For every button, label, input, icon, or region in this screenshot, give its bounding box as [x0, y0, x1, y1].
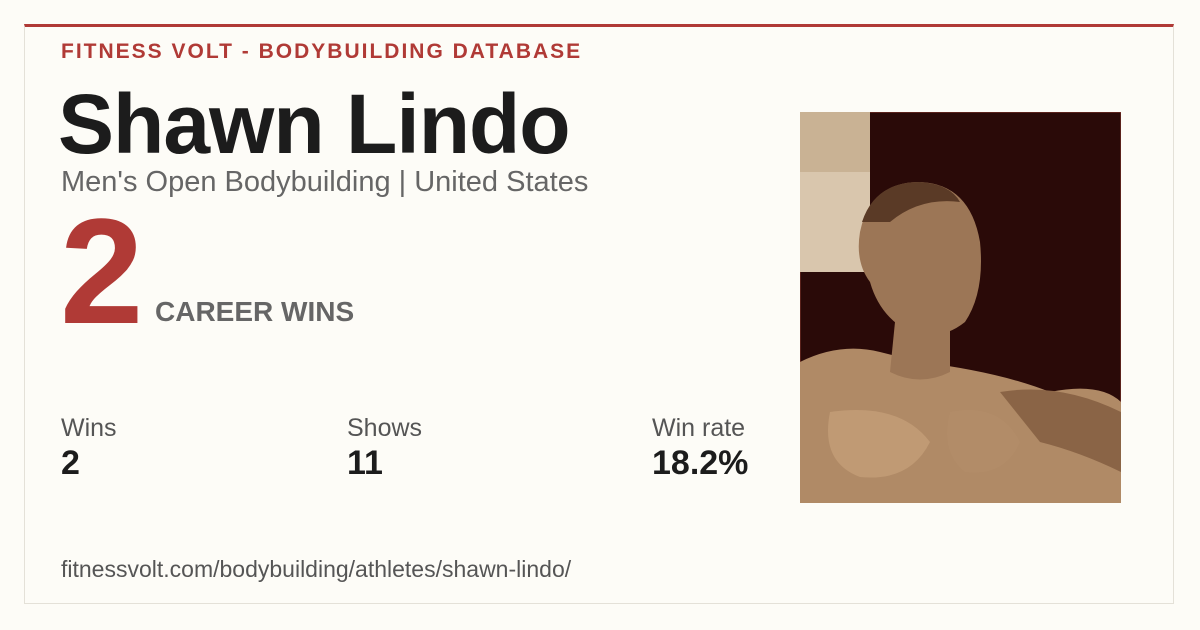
brand: FITNESS VOLT - BODYBUILDING DATABASE [61, 40, 583, 63]
stat-label: Win rate [652, 414, 746, 442]
athlete-name: Shawn Lindo [58, 77, 571, 171]
highlight-value: 2 [60, 187, 144, 355]
stat-label: Wins [61, 414, 117, 442]
athlete-photo [800, 112, 1121, 503]
stat-value: 11 [347, 444, 383, 482]
card [24, 24, 1174, 604]
stat-label: Shows [347, 414, 423, 442]
url[interactable]: fitnessvolt.com/bodybuilding/athletes/sh… [61, 556, 572, 582]
stat-value: 18.2% [652, 444, 749, 482]
stat-value: 2 [61, 444, 80, 482]
highlight-label: CAREER WINS [155, 296, 355, 327]
athlete-subtitle: Men's Open Bodybuilding | United States [61, 166, 589, 198]
